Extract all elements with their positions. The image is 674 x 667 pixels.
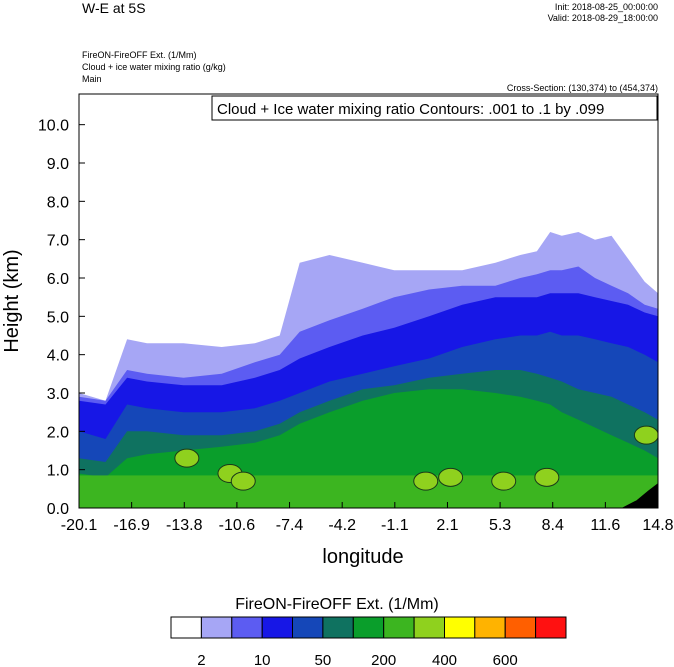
terrain [621,483,658,508]
y-axis: 0.0 1.0 2.0 3.0 4.0 5.0 6.0 7.0 8.0 9.0 10.0 [38,118,85,518]
colorbar: 2 10 50 200 400 600 [170,616,567,667]
extinction-shading [79,232,658,508]
cloud-contours [174,425,658,491]
cloud-contour [413,471,439,491]
y-axis-label: Height (km) [1,249,23,352]
x-tick-label: 5.3 [489,517,511,534]
colorbar-title: FireON-FireOFF Ext. (1/Mm) [235,596,439,613]
colorbar-label: 10 [254,652,271,667]
subtitle-domain: Main [82,74,102,84]
x-tick-label: -16.9 [113,517,150,534]
y-tick-label: 6.0 [47,271,69,288]
colorbar-label: 600 [493,652,518,667]
x-tick-label: -4.2 [328,517,356,534]
init-time: Init: 2018-08-25_00:00:00 [554,2,658,12]
x-tick-label: -20.1 [61,517,98,534]
x-tick-label: -10.6 [219,517,256,534]
x-tick-label: -1.1 [381,517,409,534]
surface-band [79,475,658,508]
y-tick-label: 1.0 [47,463,69,480]
colorbar-label: 50 [315,652,332,667]
colorbar-swatch [200,616,233,639]
valid-time: Valid: 2018-08-29_18:00:00 [547,13,658,23]
y-tick-label: 10.0 [38,118,69,135]
cloud-contour [633,425,658,445]
colorbar-swatch [383,616,415,639]
colorbar-label: 400 [432,652,457,667]
y-tick-label: 8.0 [47,194,69,211]
cross-section-label: Cross-Section: (130,374) to (454,374) [506,83,658,93]
cloud-contour [534,467,560,487]
colorbar-swatch [170,616,202,639]
cloud-contour [174,448,200,468]
x-tick-label: -13.8 [166,517,203,534]
contour-label: Cloud + Ice water mixing ratio Contours:… [217,101,604,118]
colorbar-swatch [261,616,294,639]
colorbar-swatch [413,616,446,639]
y-tick-label: 9.0 [47,156,69,173]
y-tick-label: 2.0 [47,424,69,441]
contour-legend-box: Cloud + Ice water mixing ratio Contours:… [211,95,658,121]
x-tick-label: 8.4 [542,517,564,534]
x-axis: -20.1 -16.9 -13.8 -10.6 -7.4 -4.2 -1.1 2.1 5.3 8.… [61,502,674,534]
plot-frame [78,93,659,509]
colorbar-swatch [504,616,537,639]
colorbar-swatch [231,616,263,639]
y-tick-label: 5.0 [47,309,69,326]
y-tick-label: 4.0 [47,348,69,365]
subtitle-field: FireON-FireOFF Ext. (1/Mm) [82,50,197,60]
colorbar-label: 2 [197,652,205,667]
x-tick-label: 2.1 [436,517,458,534]
colorbar-swatch [352,616,385,639]
subtitle-contour-field: Cloud + ice water mixing ratio (g/kg) [82,62,226,72]
cloud-contour [438,467,464,487]
colorbar-swatch [444,616,476,639]
cloud-contour [230,471,256,491]
colorbar-swatch [292,616,324,639]
y-tick-label: 7.0 [47,233,69,250]
plot-title: W-E at 5S [82,0,146,16]
colorbar-label: 200 [371,652,396,667]
colorbar-swatch [322,616,354,639]
x-tick-label: -7.4 [276,517,304,534]
y-tick-label: 3.0 [47,386,69,403]
colorbar-swatch [474,616,506,639]
colorbar-swatch [535,616,567,639]
x-tick-label: 11.6 [590,517,620,534]
y-tick-label: 0.0 [47,501,69,518]
x-axis-label: longitude [322,546,403,568]
x-tick-label: 14.8 [642,517,673,534]
cloud-contour [491,471,517,491]
